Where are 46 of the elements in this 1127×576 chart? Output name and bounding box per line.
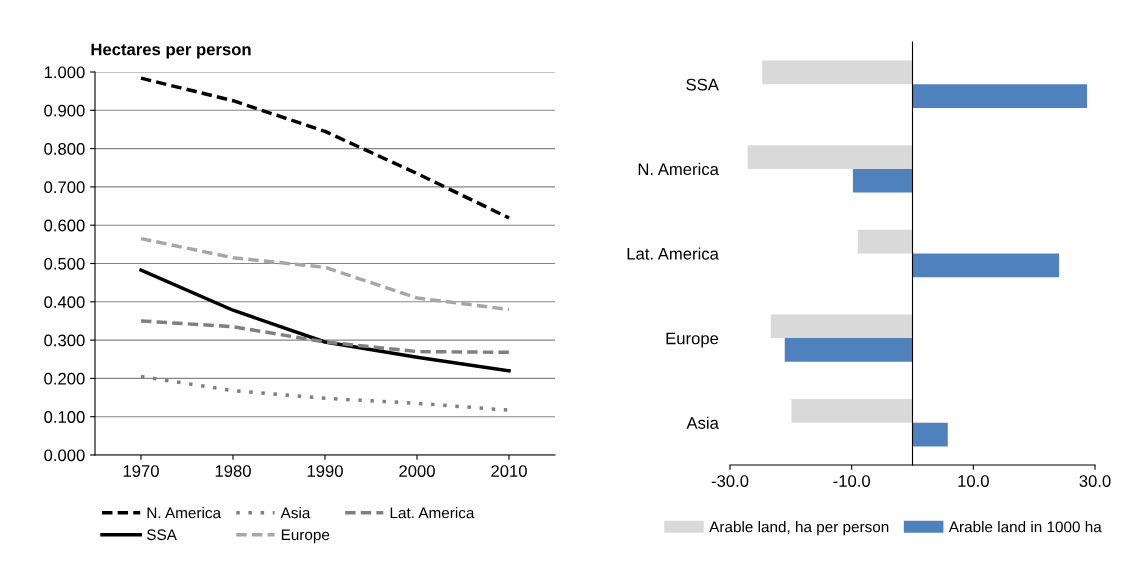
- line-series: [139, 236, 511, 312]
- legend-label: N. America: [147, 507, 222, 519]
- x-tick-label: -10.0: [833, 475, 871, 487]
- y-tick-label: 0.900: [44, 104, 85, 117]
- line-series: [139, 76, 511, 220]
- legend-label: Europe: [281, 529, 330, 544]
- x-tick-label: 30.0: [1079, 475, 1111, 487]
- y-axis-title: Hectares per person: [91, 43, 251, 59]
- x-tick-label: 1990: [307, 465, 343, 477]
- y-tick-label: 0.400: [44, 296, 85, 308]
- x-tick-label: 2010: [491, 465, 527, 477]
- legend-label: Arable land in 1000 ha: [948, 521, 1102, 533]
- x-tick-label: 2000: [399, 465, 435, 477]
- bar: [912, 253, 1060, 278]
- y-tick-label: 0.600: [44, 219, 85, 232]
- bar: [791, 399, 913, 423]
- y-tick-label: 0.500: [44, 257, 85, 270]
- legend-label: SSA: [147, 529, 177, 541]
- bar: [784, 338, 913, 362]
- bar: [762, 60, 913, 85]
- x-tick-label: -30.0: [711, 475, 749, 487]
- legend-label: Asia: [280, 507, 311, 519]
- y-tick-label: 0.000: [44, 449, 85, 462]
- y-tick-label: Asia: [686, 416, 719, 429]
- y-tick-label: 0.800: [44, 143, 85, 155]
- x-tick-label: 1970: [123, 465, 159, 477]
- y-tick-label: 1.000: [44, 66, 85, 79]
- bar: [912, 422, 948, 447]
- y-tick-label: 0.100: [44, 411, 85, 423]
- bar: [770, 314, 913, 339]
- bar: [747, 145, 913, 169]
- y-tick-label: N. America: [638, 162, 719, 176]
- bar: [852, 168, 913, 193]
- bar: [912, 84, 1088, 108]
- y-tick-label: Europe: [666, 332, 719, 348]
- legend-label: Arable land, ha per person: [709, 521, 889, 536]
- y-tick-label: SSA: [686, 78, 719, 91]
- y-tick-label: Lat. America: [627, 247, 719, 260]
- legend-label: Lat. America: [390, 507, 475, 519]
- line-series: [139, 268, 511, 373]
- y-tick-label: 0.700: [44, 181, 85, 194]
- y-tick-label: 0.300: [44, 334, 85, 347]
- y-tick-label: 0.200: [44, 372, 85, 385]
- bar: [857, 229, 913, 254]
- x-tick-label: 10.0: [958, 475, 989, 487]
- x-tick-label: 1980: [215, 465, 251, 477]
